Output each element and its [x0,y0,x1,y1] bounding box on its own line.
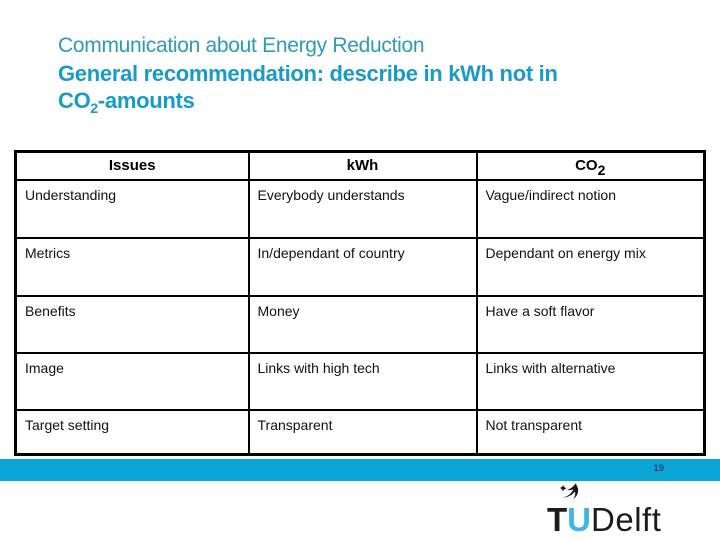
table-header-row: Issues kWh CO2 [14,150,706,181]
tudelft-logo-text: TUDelft [547,501,662,538]
subtitle-co-prefix: CO [58,88,91,113]
cell-kwh: In/dependant of country [247,236,478,297]
cell-kwh: Transparent [247,408,478,456]
table-row: Benefits Money Have a soft flavor [14,294,706,354]
co2-header-subscript: 2 [597,162,606,179]
flame-icon [559,483,579,500]
cell-co2: Links with alternative [475,351,706,411]
cell-issue: Benefits [14,294,250,354]
subtitle-line1: General recommendation: describe in kWh … [58,61,558,86]
co2-header-prefix: CO [575,157,598,175]
footer-bar: 19 [0,459,720,481]
table-row: Target setting Transparent Not transpare… [14,408,706,456]
table-row: Understanding Everybody understands Vagu… [14,178,706,239]
table-row: Image Links with high tech Links with al… [14,351,706,411]
subtitle-co-suffix: -amounts [97,88,195,113]
cell-issue: Understanding [14,178,250,239]
cell-co2: Vague/indirect notion [475,178,706,239]
column-header-kwh: kWh [247,150,478,181]
column-header-issues: Issues [14,150,250,181]
cell-kwh: Money [247,294,478,354]
logo-letter-t: T [547,501,568,538]
cell-co2: Have a soft flavor [475,294,706,354]
column-header-co2: CO2 [475,150,706,181]
cell-kwh: Everybody understands [247,178,478,239]
comparison-table: Issues kWh CO2 Understanding Everybody u… [14,150,706,456]
cell-issue: Image [14,351,250,411]
tudelft-logo: TUDelft [547,483,677,537]
logo-word-delft: Delft [591,501,662,538]
cell-kwh: Links with high tech [247,351,478,411]
cell-co2: Not transparent [475,408,706,456]
logo-letter-u: U [567,501,592,538]
cell-co2: Dependant on energy mix [475,236,706,297]
slide-subtitle: General recommendation: describe in kWh … [58,60,558,116]
table-row: Metrics In/dependant of country Dependan… [14,236,706,297]
cell-issue: Metrics [14,236,250,297]
cell-issue: Target setting [14,408,250,456]
page-number: 19 [653,463,664,474]
subtitle-co-subscript: 2 [90,100,98,116]
slide-title: Communication about Energy Reduction [58,34,425,57]
